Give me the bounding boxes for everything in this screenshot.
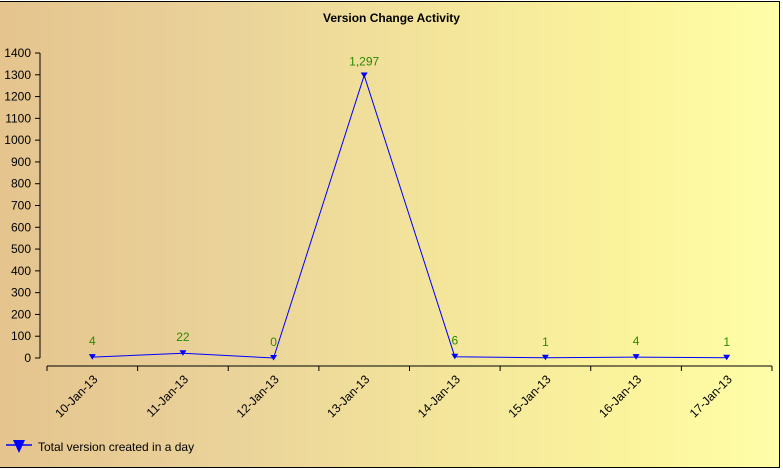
x-tick-label: 14-Jan-13 xyxy=(415,372,463,420)
y-tick-label: 1000 xyxy=(4,133,31,147)
series-line xyxy=(92,73,727,359)
data-point-marker xyxy=(88,354,96,360)
data-point-marker xyxy=(270,355,278,361)
x-tick-label: 12-Jan-13 xyxy=(234,372,282,420)
y-tick-label: 600 xyxy=(11,220,31,234)
x-tick-label: 13-Jan-13 xyxy=(324,372,372,420)
data-point-marker xyxy=(179,350,187,356)
legend-triangle-marker-icon xyxy=(6,440,32,453)
data-label: 4 xyxy=(633,334,640,348)
x-tick-label: 11-Jan-13 xyxy=(144,372,192,420)
data-point-marker xyxy=(360,72,368,78)
data-point-marker xyxy=(723,354,731,361)
legend-label: Total version created in a day xyxy=(38,440,195,454)
data-label: 22 xyxy=(176,330,190,344)
x-tick-label: 17-Jan-13 xyxy=(687,372,735,420)
y-tick-label: 700 xyxy=(11,199,31,213)
y-tick-label: 400 xyxy=(11,264,31,278)
data-point-marker xyxy=(541,354,549,361)
y-tick-label: 1200 xyxy=(4,90,31,104)
data-label: 6 xyxy=(451,334,458,348)
data-point-marker xyxy=(451,353,459,360)
x-tick-label: 10-Jan-13 xyxy=(52,372,100,420)
data-label: 1 xyxy=(542,335,549,349)
x-tick-label: 15-Jan-13 xyxy=(505,372,553,420)
y-tick-label: 800 xyxy=(11,177,31,191)
y-tick-label: 900 xyxy=(11,155,31,169)
y-tick-label: 1100 xyxy=(5,111,31,125)
y-tick-label: 500 xyxy=(11,242,31,256)
chart-title: Version Change Activity xyxy=(323,11,460,25)
data-point-marker xyxy=(632,354,640,360)
y-tick-label: 1400 xyxy=(4,46,31,60)
data-label: 1,297 xyxy=(349,54,379,68)
y-tick-label: 0 xyxy=(24,351,31,365)
data-label: 0 xyxy=(270,335,277,349)
y-tick-label: 1300 xyxy=(4,68,31,82)
x-tick-label: 16-Jan-13 xyxy=(596,372,644,420)
legend: Total version created in a day xyxy=(6,440,194,454)
y-tick-label: 100 xyxy=(11,329,31,343)
y-tick-label: 300 xyxy=(11,286,31,300)
data-label: 4 xyxy=(89,334,96,348)
data-label: 1 xyxy=(723,335,730,349)
y-tick-label: 200 xyxy=(11,307,31,321)
